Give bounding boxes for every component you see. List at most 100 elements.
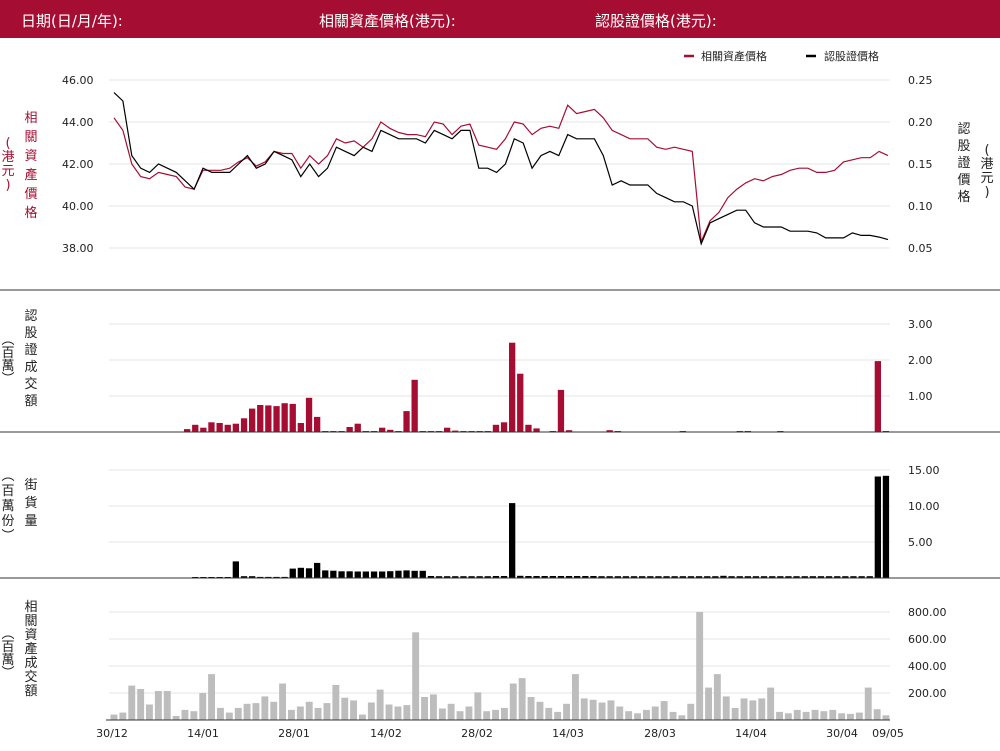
bar [838,713,846,721]
right-axis-unit-label: (港元) [980,143,993,200]
bar [873,709,881,720]
bar [606,430,613,432]
bar [545,707,553,721]
outstanding-axis-label: 街貨量 [24,478,37,529]
bar [330,570,337,578]
bar [296,706,304,720]
bar [655,576,662,578]
bar [527,697,535,720]
x-tick-label: 14/03 [552,727,584,740]
x-tick-label: 28/02 [461,727,493,740]
bar [444,576,451,578]
bar [435,576,443,578]
bar [137,689,145,721]
bar [452,430,459,432]
bar-tick-label: 5.00 [908,536,933,549]
bar [533,428,540,432]
x-tick-label: 09/05 [872,727,904,740]
bar [574,576,581,578]
bar [225,712,233,720]
bar [474,692,482,720]
bar [354,571,361,578]
right-price-tick: 0.15 [908,158,933,171]
bar [687,576,695,578]
bar [240,576,248,578]
bar-tick-label: 800.00 [908,606,947,619]
bar [208,674,215,720]
bar [671,576,678,578]
bar [379,427,386,432]
bar [444,427,451,432]
x-tick-label: 14/04 [735,727,767,740]
date-label: 日期(日/月/年): [21,12,123,30]
bar [630,576,638,578]
bar [536,701,544,720]
bar [809,576,816,578]
bar-tick-label: 15.00 [908,464,940,477]
bar [322,570,329,578]
bar [882,475,890,578]
bar [874,361,881,432]
bar [563,703,570,720]
bar [314,416,321,432]
bar [232,561,239,578]
bar [411,570,418,578]
bar [484,576,491,578]
bar [864,687,872,720]
bar [492,576,500,578]
legend-underlying-label: 相關資產價格 [701,49,767,63]
bar [181,709,189,720]
bar [323,703,331,720]
bar [509,342,516,432]
bar [297,567,304,578]
bar [232,423,239,432]
bar [752,576,760,578]
bar [625,711,633,720]
bar [110,714,118,720]
bar [616,706,624,720]
bar [589,699,597,721]
bar-tick-label: 600.00 [908,633,947,646]
bar [801,576,808,578]
bar [367,702,375,721]
bar-tick-label: 10.00 [908,500,940,513]
bar [483,711,491,720]
bar [565,576,573,578]
bar [647,576,654,578]
price-panel: 46.00 44.00 42.00 40.00 38.00 0.25 0.20 0.15 0.1… [62,49,933,255]
bar [476,576,483,578]
bar [184,429,191,432]
bar [850,576,857,578]
bar-tick-label: 2.00 [908,354,933,367]
left-price-tick: 46.00 [62,74,94,87]
bar [468,576,475,578]
left-price-tick: 42.00 [62,158,94,171]
bar [403,570,410,578]
underlying-turnover-unit-label: ︵百萬︶ [1,627,14,681]
bar [208,422,215,432]
bar [509,683,517,720]
bar [172,716,180,721]
right-price-tick: 0.10 [908,200,933,213]
bar [784,713,792,721]
bar [614,576,621,578]
bar [678,715,686,720]
bar [793,709,801,720]
bar [598,576,605,578]
warrant-turnover-axis-label: 認股證成交額 [24,308,37,409]
bar [257,405,264,432]
warrant-turnover-panel: 3.00 2.00 1.00 [0,289,1000,433]
bar [350,700,357,720]
bar [346,427,353,432]
bar [395,570,402,578]
bar [639,576,646,578]
bar [541,576,548,578]
bar [249,576,256,578]
x-tick-label: 14/01 [187,727,219,740]
bar [695,576,703,578]
bar [379,571,386,578]
bar [403,705,411,720]
bar [525,424,532,432]
underlying-turnover-axis-label: 相關資產成交額 [24,600,37,699]
bar [146,704,153,720]
